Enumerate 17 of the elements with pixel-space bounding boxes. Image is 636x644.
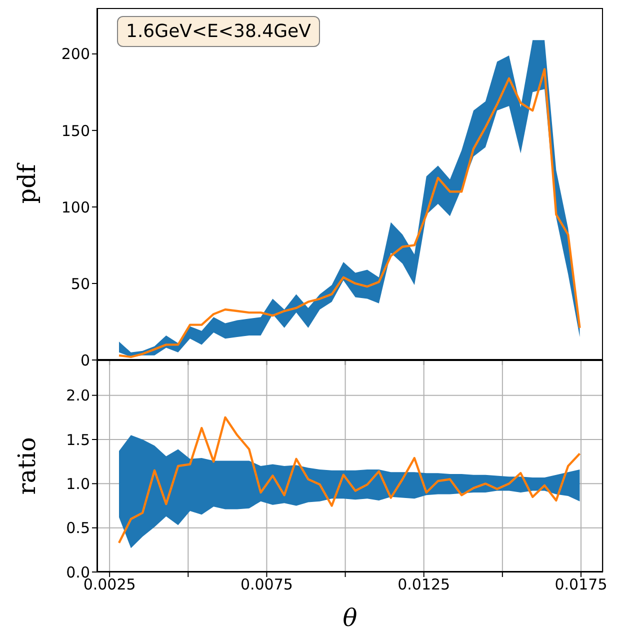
y-tick-label: 50 [70, 274, 90, 293]
x-axis-title: θ [342, 604, 358, 632]
annotation: 1.6GeV<E<38.4GeV [117, 16, 320, 47]
y-tick-label: 100 [61, 198, 90, 216]
y-tick-label: 2.0 [66, 386, 90, 405]
y-tick-label: 0 [80, 351, 90, 370]
y-tick-label: 0.5 [66, 519, 90, 538]
y-tick-label: 200 [61, 45, 90, 64]
line-series [118, 416, 581, 544]
y-axis-title: pdf [13, 164, 41, 204]
x-tick-label: 0.0175 [554, 576, 608, 594]
y-tick-label: 150 [61, 122, 90, 140]
x-tick-label: 0.0125 [398, 576, 450, 594]
y-tick-label: 1.5 [66, 430, 90, 449]
x-tick-label: 0.0075 [240, 576, 293, 594]
y-axis-title: ratio [13, 437, 41, 495]
y-tick-label: 1.0 [66, 474, 90, 493]
